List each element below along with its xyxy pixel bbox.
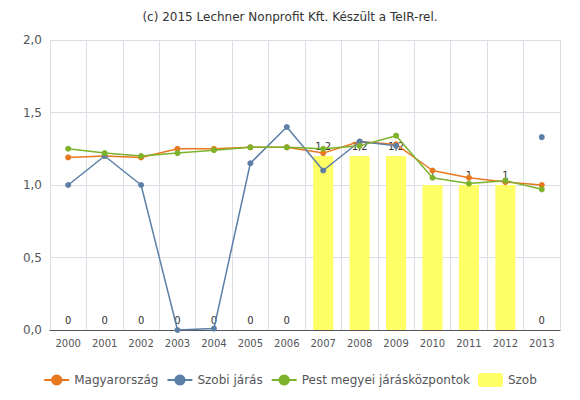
- svg-text:2013: 2013: [529, 338, 554, 349]
- svg-text:Szob: Szob: [508, 373, 537, 387]
- svg-text:0: 0: [138, 315, 144, 326]
- svg-text:1,0: 1,0: [23, 178, 42, 192]
- svg-text:2009: 2009: [383, 338, 408, 349]
- svg-text:1: 1: [466, 170, 472, 181]
- svg-text:2000: 2000: [55, 338, 80, 349]
- svg-text:Magyarország: Magyarország: [74, 373, 158, 387]
- svg-text:1,2: 1,2: [315, 141, 331, 152]
- svg-text:2010: 2010: [420, 338, 445, 349]
- svg-text:2008: 2008: [347, 338, 372, 349]
- svg-text:1,2: 1,2: [388, 140, 404, 152]
- svg-text:(c) 2015 Lechner Nonprofit Kft: (c) 2015 Lechner Nonprofit Kft. Készült …: [142, 10, 437, 24]
- svg-text:2,0: 2,0: [23, 33, 42, 47]
- svg-text:0: 0: [247, 315, 253, 326]
- svg-text:2001: 2001: [92, 338, 117, 349]
- svg-text:0,0: 0,0: [23, 323, 42, 337]
- svg-text:0: 0: [210, 314, 218, 326]
- svg-text:2006: 2006: [274, 338, 299, 349]
- svg-text:2005: 2005: [238, 338, 263, 349]
- svg-text:2002: 2002: [128, 338, 153, 349]
- svg-text:2012: 2012: [493, 338, 518, 349]
- svg-text:0: 0: [101, 315, 107, 326]
- svg-text:2003: 2003: [165, 338, 190, 349]
- svg-text:0,5: 0,5: [23, 251, 42, 265]
- svg-text:0: 0: [284, 315, 290, 326]
- svg-text:2007: 2007: [310, 338, 335, 349]
- svg-text:0: 0: [539, 315, 545, 326]
- svg-text:1: 1: [502, 169, 509, 181]
- svg-text:2011: 2011: [456, 338, 481, 349]
- svg-text:1,2: 1,2: [351, 140, 368, 152]
- svg-text:2004: 2004: [201, 338, 226, 349]
- svg-text:1,5: 1,5: [23, 106, 42, 120]
- svg-text:Szobi járás: Szobi járás: [197, 373, 262, 387]
- svg-text:Pest megyei járásközpontok: Pest megyei járásközpontok: [302, 373, 470, 387]
- svg-text:0: 0: [65, 315, 71, 326]
- svg-text:0: 0: [174, 314, 181, 326]
